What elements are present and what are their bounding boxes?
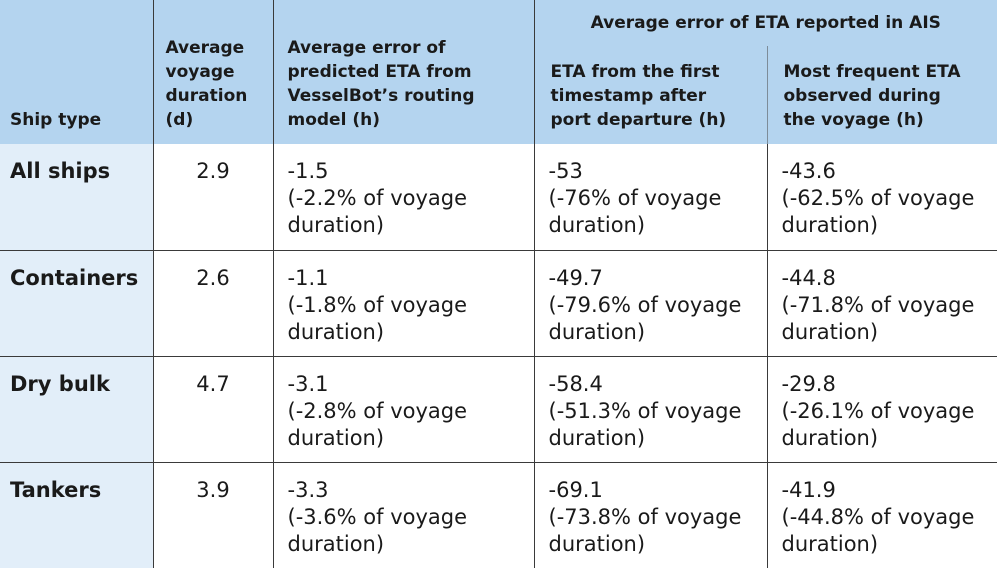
- duration-cell: 4.7: [152, 355, 273, 462]
- table-body: All ships 2.9 -1.5 (-2.2% of voyage dura…: [0, 144, 997, 568]
- duration-value: 4.7: [196, 371, 230, 396]
- table-header: Ship type Average voyage duration (d) Av…: [0, 0, 997, 144]
- ship-type-cell: Dry bulk: [0, 355, 153, 462]
- predicted-error-cell: -3.1 (-2.8% of voyage duration): [272, 355, 534, 462]
- ais-frequent-error-percent: (-71.8% of voyage: [781, 292, 975, 317]
- predicted-error-cell: -3.3 (-3.6% of voyage duration): [272, 461, 534, 568]
- ais-frequent-error-value: -41.9: [781, 477, 836, 502]
- ais-first-error-value: -58.4: [548, 371, 603, 396]
- header-ais-first-timestamp: ETA from the first timestamp after port …: [533, 46, 767, 144]
- header-duration-line: Average: [165, 38, 245, 58]
- ais-first-error-cell: -69.1 (-73.8% of voyage duration): [533, 461, 767, 568]
- ais-frequent-error-percent: (-44.8% of voyage: [781, 504, 975, 529]
- ship-type-cell: Tankers: [0, 461, 153, 568]
- ais-frequent-error-percent-end: duration): [781, 425, 879, 450]
- ship-type-label: Tankers: [10, 477, 102, 502]
- ship-type-label: Dry bulk: [10, 371, 110, 396]
- predicted-error-percent: (-2.2% of voyage: [287, 186, 468, 210]
- header-ais-first-line: ETA from the first: [550, 62, 720, 82]
- ship-type-label: Containers: [10, 265, 139, 290]
- ais-first-error-percent: (-76% of voyage: [548, 186, 722, 210]
- ship-type-cell: Containers: [0, 249, 153, 356]
- header-pred-line: predicted ETA from: [287, 62, 472, 82]
- header-duration-line: voyage: [165, 62, 235, 82]
- ais-frequent-error-cell: -41.9 (-44.8% of voyage duration): [766, 461, 997, 568]
- table-row: Tankers 3.9 -3.3 (-3.6% of voyage durati…: [0, 461, 997, 568]
- predicted-error-percent-end: duration): [287, 213, 385, 237]
- predicted-error-percent: (-3.6% of voyage: [287, 504, 468, 529]
- header-pred-line: Average error of: [287, 38, 446, 58]
- ais-first-error-percent: (-73.8% of voyage: [548, 504, 742, 529]
- header-ais-group: Average error of ETA reported in AIS: [533, 0, 997, 46]
- ais-frequent-error-percent-end: duration): [781, 213, 879, 237]
- ais-first-error-value: -69.1: [548, 477, 603, 502]
- ais-frequent-error-percent: (-62.5% of voyage: [781, 186, 975, 210]
- ais-first-error-value: -53: [548, 159, 583, 183]
- table-row: Containers 2.6 -1.1 (-1.8% of voyage dur…: [0, 249, 997, 356]
- ais-frequent-error-cell: -43.6 (-62.5% of voyage duration): [766, 144, 997, 250]
- duration-cell: 2.9: [152, 144, 273, 250]
- predicted-error-percent: (-1.8% of voyage: [287, 292, 468, 317]
- duration-value: 2.9: [196, 159, 230, 183]
- predicted-error-value: -1.1: [287, 265, 329, 290]
- header-ais-most-frequent: Most frequent ETA observed during the vo…: [766, 46, 997, 144]
- ship-type-label: All ships: [10, 159, 111, 183]
- ais-first-error-cell: -49.7 (-79.6% of voyage duration): [533, 249, 767, 356]
- duration-value: 3.9: [196, 477, 230, 502]
- ais-first-error-percent: (-51.3% of voyage: [548, 398, 742, 423]
- ais-first-error-cell: -58.4 (-51.3% of voyage duration): [533, 355, 767, 462]
- ais-first-error-percent-end: duration): [548, 319, 646, 344]
- predicted-error-percent-end: duration): [287, 531, 385, 556]
- duration-cell: 3.9: [152, 461, 273, 568]
- header-ship-type: Ship type: [0, 0, 153, 144]
- header-predicted-eta-error: Average error of predicted ETA from Vess…: [272, 0, 534, 144]
- header-ais-first-line: port departure (h): [550, 110, 727, 130]
- ais-frequent-error-percent-end: duration): [781, 319, 879, 344]
- header-ais-frequent-line: Most frequent ETA: [783, 62, 961, 82]
- header-duration-line: duration: [165, 86, 248, 106]
- ais-first-error-cell: -53 (-76% of voyage duration): [533, 144, 767, 250]
- ais-frequent-error-percent-end: duration): [781, 531, 879, 556]
- predicted-error-cell: -1.1 (-1.8% of voyage duration): [272, 249, 534, 356]
- ais-frequent-error-cell: -29.8 (-26.1% of voyage duration): [766, 355, 997, 462]
- predicted-error-value: -1.5: [287, 159, 329, 183]
- ais-frequent-error-value: -44.8: [781, 265, 836, 290]
- predicted-error-cell: -1.5 (-2.2% of voyage duration): [272, 144, 534, 250]
- header-pred-line: VesselBot’s routing: [287, 86, 475, 106]
- header-duration-line: (d): [165, 110, 194, 130]
- ais-first-error-percent-end: duration): [548, 213, 646, 237]
- duration-value: 2.6: [196, 265, 230, 290]
- ship-type-cell: All ships: [0, 144, 153, 250]
- header-ship-type-label: Ship type: [10, 110, 102, 130]
- predicted-error-percent-end: duration): [287, 319, 385, 344]
- table-row: Dry bulk 4.7 -3.1 (-2.8% of voyage durat…: [0, 355, 997, 462]
- ais-first-error-percent-end: duration): [548, 425, 646, 450]
- predicted-error-value: -3.3: [287, 477, 329, 502]
- ais-frequent-error-value: -29.8: [781, 371, 836, 396]
- ais-first-error-percent-end: duration): [548, 531, 646, 556]
- ais-first-error-percent: (-79.6% of voyage: [548, 292, 742, 317]
- predicted-error-value: -3.1: [287, 371, 329, 396]
- predicted-error-percent: (-2.8% of voyage: [287, 398, 468, 423]
- ais-frequent-error-value: -43.6: [781, 159, 836, 183]
- ais-first-error-value: -49.7: [548, 265, 603, 290]
- header-ais-first-line: timestamp after: [550, 86, 707, 106]
- header-ais-group-label: Average error of ETA reported in AIS: [590, 13, 941, 33]
- header-ais-frequent-line: observed during: [783, 86, 941, 106]
- header-average-duration: Average voyage duration (d): [152, 0, 273, 144]
- eta-error-table: Ship type Average voyage duration (d) Av…: [0, 0, 997, 568]
- header-ais-frequent-line: the voyage (h): [783, 110, 924, 130]
- table-row: All ships 2.9 -1.5 (-2.2% of voyage dura…: [0, 144, 997, 250]
- predicted-error-percent-end: duration): [287, 425, 385, 450]
- ais-frequent-error-percent: (-26.1% of voyage: [781, 398, 975, 423]
- ais-frequent-error-cell: -44.8 (-71.8% of voyage duration): [766, 249, 997, 356]
- header-pred-line: model (h): [287, 110, 380, 130]
- duration-cell: 2.6: [152, 249, 273, 356]
